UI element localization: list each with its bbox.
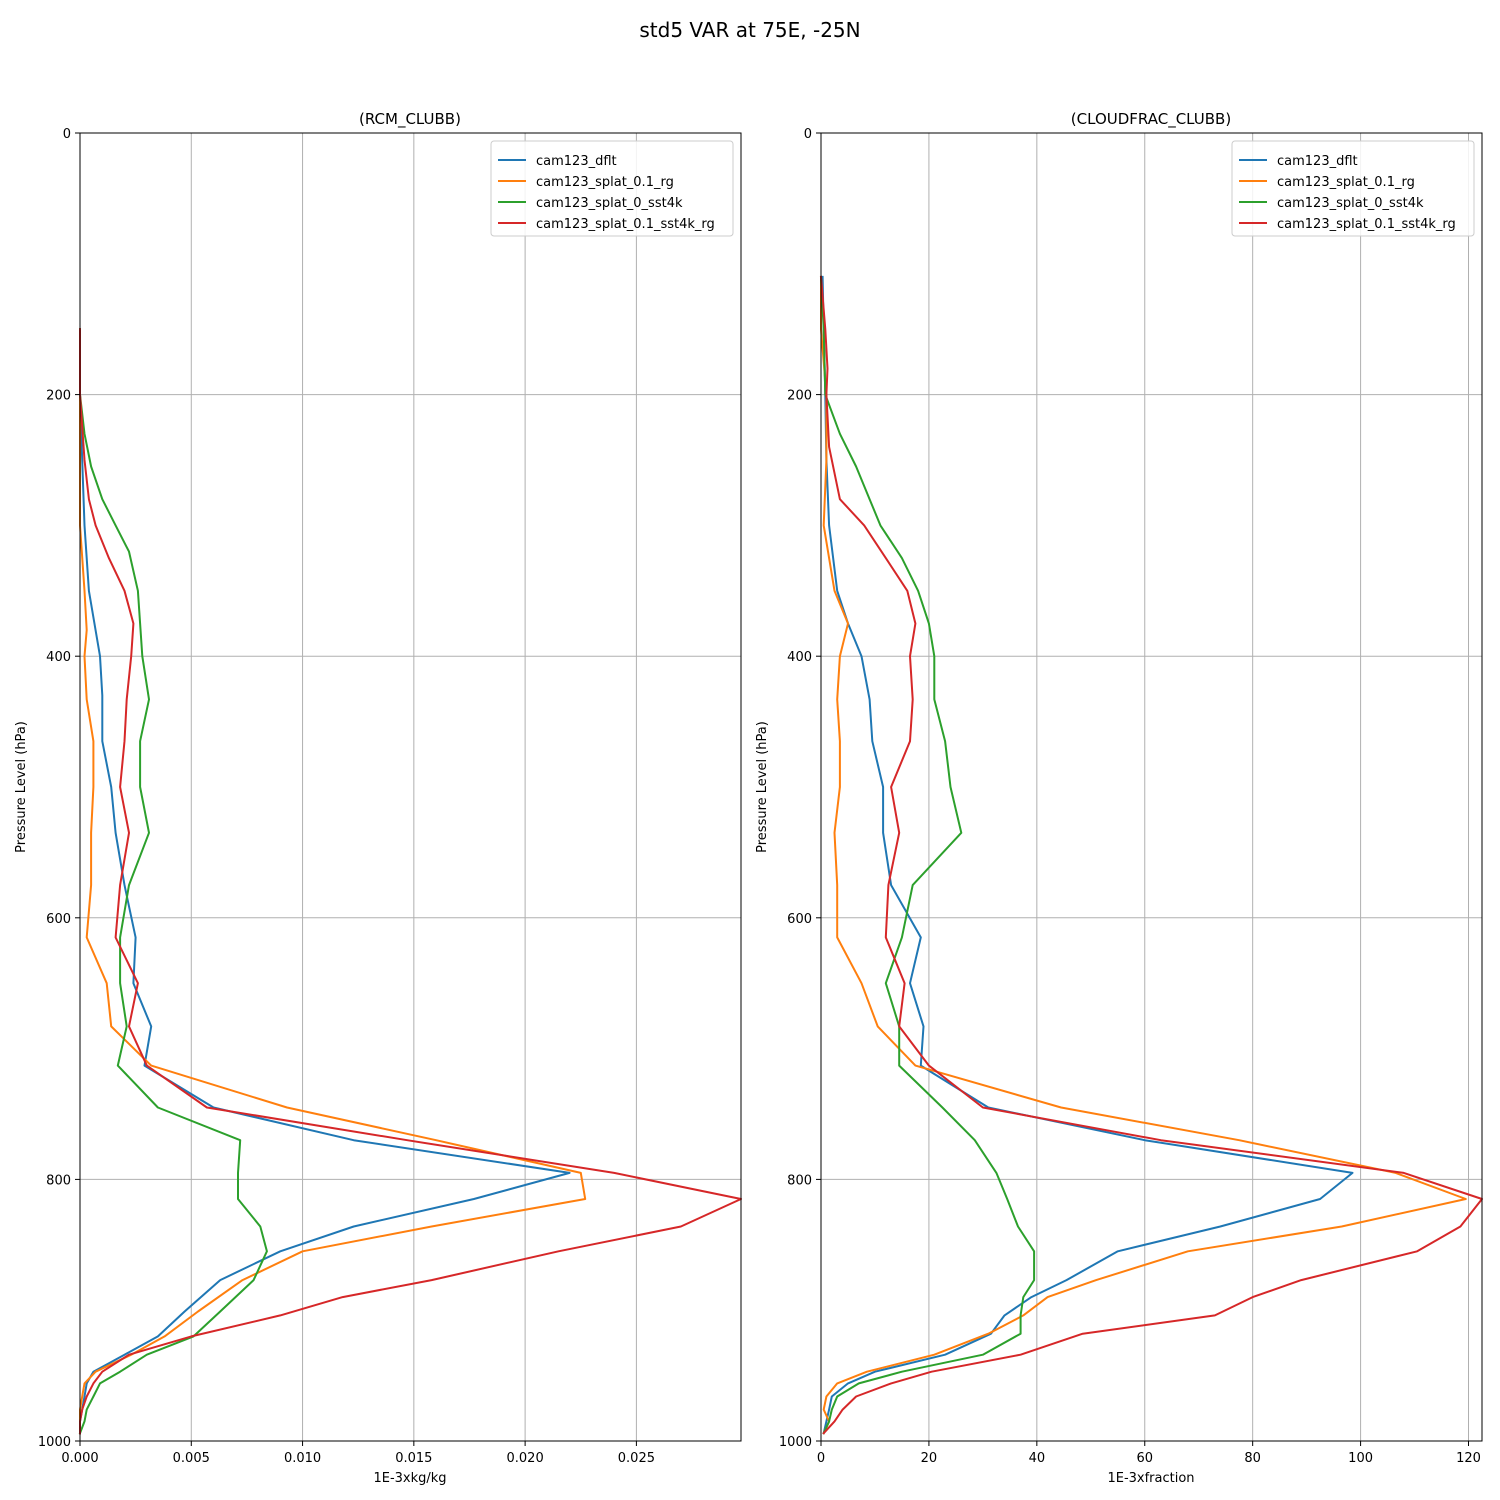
figure-title: std5 VAR at 75E, -25N [639,18,860,42]
legend-label: cam123_splat_0.1_sst4k_rg [1277,217,1456,232]
x-tick-label: 80 [1244,1451,1261,1466]
x-tick-label: 0.015 [395,1451,432,1466]
y-tick-label: 600 [46,912,71,927]
x-tick-label: 0.025 [618,1451,655,1466]
y-tick-label: 0 [804,127,812,142]
y-tick-label: 600 [787,912,812,927]
x-tick-label: 0.000 [61,1451,98,1466]
x-axis-ticks: 0 20 40 60 80 100 120 [817,1441,1481,1466]
series-line-cam123_splat_0.1_rg [79,328,587,1435]
x-axis-label: 1E-3xkg/kg [373,1471,446,1486]
y-tick-label: 400 [46,650,71,665]
legend: cam123_dflt cam123_splat_0.1_rg cam123_spl… [1231,140,1475,237]
grid [79,132,741,1442]
y-tick-label: 0 [63,127,71,142]
x-axis-ticks: 0.000 0.005 0.010 0.015 0.020 0.025 [61,1441,655,1466]
legend-label: cam123_splat_0.1_rg [536,175,674,190]
x-tick-label: 100 [1348,1451,1373,1466]
series-line-cam123_splat_0.1_sst4k_rg [819,275,1483,1435]
panel-rcm-clubb: 0.000 0.005 0.010 0.015 0.020 0.025 0 200 400 60… [14,110,742,1486]
panel-cloudfrac-clubb: 0 20 40 60 80 100 120 0 200 400 600 800 1000 (CLOUD… [755,110,1483,1486]
y-tick-label: 400 [787,650,812,665]
y-axis-label: Pressure Level (hPa) [14,721,29,853]
legend-label: cam123_splat_0.1_rg [1277,175,1415,190]
legend-box [1231,140,1475,237]
plot-area [821,133,1482,1441]
axes-frame [820,132,1483,1442]
y-tick-label: 800 [46,1173,71,1188]
y-tick-label: 1000 [38,1435,71,1450]
legend: cam123_dflt cam123_splat_0.1_rg cam123_spl… [490,140,734,237]
legend-label: cam123_splat_0.1_sst4k_rg [536,217,715,232]
y-tick-label: 1000 [779,1435,812,1450]
plot-area [80,133,741,1441]
legend-label: cam123_splat_0_sst4k [1277,196,1424,211]
x-tick-label: 0.020 [507,1451,544,1466]
y-axis-label: Pressure Level (hPa) [755,721,770,853]
series-line-cam123_splat_0.1_rg [820,275,1467,1435]
axes-frame [79,132,742,1442]
y-axis-ticks: 0 200 400 600 800 1000 [779,127,821,1450]
panel-title: (CLOUDFRAC_CLUBB) [1071,110,1231,129]
x-tick-label: 0 [817,1451,825,1466]
y-tick-label: 200 [46,389,71,404]
series-line-cam123_splat_0.1_sst4k_rg [79,328,742,1435]
series-lines [819,275,1483,1435]
y-axis-ticks: 0 200 400 600 800 1000 [38,127,80,1450]
panel-title: (RCM_CLUBB) [359,110,461,129]
legend-box [490,140,734,237]
series-lines [78,328,742,1435]
legend-label: cam123_splat_0_sst4k [536,196,683,211]
x-tick-label: 120 [1456,1451,1481,1466]
x-tick-label: 40 [1029,1451,1046,1466]
x-tick-label: 60 [1136,1451,1153,1466]
x-tick-label: 20 [921,1451,938,1466]
x-tick-label: 0.005 [173,1451,210,1466]
legend-label: cam123_dflt [536,154,617,169]
y-tick-label: 200 [787,389,812,404]
series-line-cam123_dflt [79,328,571,1435]
x-axis-label: 1E-3xfraction [1107,1471,1194,1486]
x-tick-label: 0.010 [284,1451,321,1466]
series-line-cam123_splat_0_sst4k [78,328,268,1435]
legend-label: cam123_dflt [1277,154,1358,169]
y-tick-label: 800 [787,1173,812,1188]
